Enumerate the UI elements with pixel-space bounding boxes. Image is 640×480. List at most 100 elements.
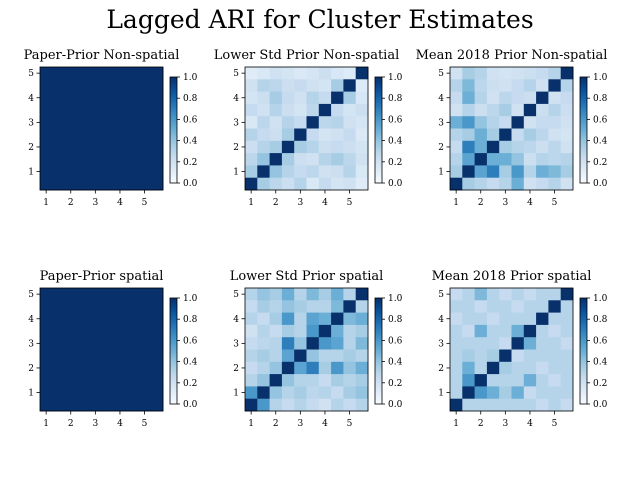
heatmap-cell [138,79,152,92]
heatmap-cell [245,312,258,326]
heatmap-cell [245,165,258,179]
heatmap-cell [126,128,139,142]
heatmap-cell [281,361,295,375]
heatmap-cell [318,398,332,412]
heatmap-cell [511,300,525,313]
heatmap-cell [486,361,500,375]
heatmap-cell [548,140,562,154]
x-tick-label: 1 [43,198,49,208]
heatmap-cell [306,312,320,326]
heatmap-cell [450,398,463,412]
heatmap-cell [76,128,90,142]
heatmap-cell [523,312,537,326]
colorbar-tick-label: 0.2 [183,158,197,168]
plot-frame [39,66,164,191]
heatmap-cell [101,337,115,350]
heatmap-cell [343,312,357,326]
heatmap-cell [474,288,488,301]
heatmap-panel-2: Lower Std Prior Non-spatial 1 2 3 4 5 1 2 3 4 5 0.0… [214,48,403,208]
heatmap-cell [306,128,320,142]
heatmap-cell [318,153,332,166]
heatmap-cell [548,116,562,129]
heatmap-cell [511,361,525,375]
heatmap-cell [318,386,332,400]
colorbar-tick-label: 1.0 [183,73,198,83]
heatmap-cell [138,374,152,387]
heatmap-cell [462,312,475,326]
heatmap-cell [245,349,258,363]
heatmap-cell [560,312,574,326]
heatmap-cell [355,79,369,92]
heatmap-cell [269,153,283,166]
heatmap-cell [294,165,307,179]
heatmap-cell [499,91,512,105]
heatmap-cell [52,165,65,179]
heatmap-cell [294,153,307,166]
y-tick-label: 3 [233,339,239,349]
heatmap-cell [113,128,127,142]
heatmap-cell [462,386,475,400]
heatmap-cell [306,165,320,179]
heatmap-cell [536,103,549,117]
heatmap-cell [523,140,537,154]
colorbar-tick-label: 0.8 [388,94,403,104]
heatmap-cell [101,398,115,412]
heatmap-cell [523,79,537,92]
heatmap-cell [306,349,320,363]
heatmap-cell [40,67,53,80]
heatmap-cell [306,140,320,154]
heatmap-cell [52,361,65,375]
heatmap-cell [281,337,295,350]
heatmap-cell [318,128,332,142]
heatmap-cell [257,67,270,80]
heatmap-cell [486,337,500,350]
heatmap-cell [269,79,283,92]
heatmap-cell [113,116,127,129]
heatmap-cell [89,398,102,412]
heatmap-cell [257,79,270,92]
heatmap-cell [257,386,270,400]
heatmap-cell [101,116,115,129]
heatmap-cell [536,324,549,338]
heatmap-cell [318,324,332,338]
heatmap-cell [269,300,283,313]
heatmap-cell [343,165,357,179]
heatmap-cell [89,79,102,92]
heatmap-cell [499,177,512,191]
heatmap-cell [52,79,65,92]
panel-title: Mean 2018 Prior spatial [432,269,592,284]
heatmap-cell [40,288,53,301]
heatmap-cell [52,67,65,80]
heatmap-cell [511,153,525,166]
x-tick-label: 2 [273,419,279,429]
heatmap-cell [101,374,115,387]
heatmap-cell [257,140,270,154]
heatmap-cell [536,91,549,105]
heatmap-cell [113,398,127,412]
heatmap-cell [318,361,332,375]
heatmap-cell [138,67,152,80]
heatmap-cell [281,312,295,326]
heatmap-cell [331,67,344,80]
heatmap-cell [64,324,78,338]
heatmap-cell [450,79,463,92]
heatmap-cell [450,349,463,363]
heatmap-cell [101,79,115,92]
heatmap-cell [257,288,270,301]
y-tick-label: 3 [28,118,34,128]
heatmap-cell [138,165,152,179]
heatmap-cell [462,177,475,191]
heatmap-cell [126,103,139,117]
x-tick-label: 4 [527,419,533,429]
heatmap-cell [281,398,295,412]
heatmap-cell [499,79,512,92]
heatmap-cell [450,312,463,326]
colorbar-tick-label: 0.8 [388,315,403,325]
heatmap-cell [355,116,369,129]
heatmap-cell [486,398,500,412]
heatmap-cell [306,337,320,350]
heatmap-cell [499,386,512,400]
heatmap-cell [548,79,562,92]
